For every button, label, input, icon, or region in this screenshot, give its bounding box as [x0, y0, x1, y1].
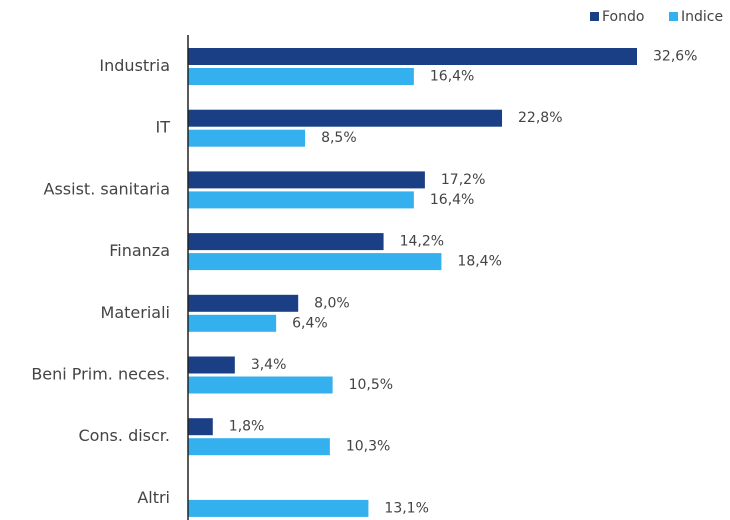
value-label: 13,1%: [384, 500, 428, 516]
bar: [188, 438, 330, 456]
value-label: 8,5%: [321, 130, 357, 146]
value-label: 10,5%: [349, 377, 393, 393]
bar: [188, 253, 442, 271]
legend-swatch: [590, 12, 599, 21]
category-label: Cons. discr.: [78, 426, 170, 445]
legend-label: Indice: [681, 9, 723, 25]
value-label: 22,8%: [518, 110, 562, 126]
bar: [188, 314, 277, 332]
bar: [188, 48, 637, 65]
value-label: 8,0%: [314, 295, 350, 311]
value-label: 3,4%: [251, 357, 287, 373]
value-label: 16,4%: [430, 192, 474, 208]
value-label: 14,2%: [400, 234, 444, 250]
category-label: IT: [156, 118, 171, 137]
bar: [188, 129, 306, 147]
bar: [188, 68, 414, 85]
value-label: 32,6%: [653, 49, 697, 65]
value-label: 6,4%: [292, 315, 328, 331]
value-label: 16,4%: [430, 69, 474, 85]
category-label: Materiali: [101, 303, 170, 322]
bar: [188, 376, 333, 394]
legend-label: Fondo: [602, 9, 644, 25]
category-label: Beni Prim. neces.: [31, 365, 170, 384]
legend-swatch: [669, 12, 678, 21]
category-label: Finanza: [109, 241, 170, 260]
category-label: Industria: [99, 56, 170, 75]
value-label: 18,4%: [457, 254, 501, 270]
category-label: Assist. sanitaria: [44, 179, 170, 198]
bar: [188, 109, 503, 127]
bar: [188, 233, 384, 251]
bar: [188, 499, 369, 517]
bar: [188, 294, 299, 312]
value-label: 10,3%: [346, 439, 390, 455]
value-label: 17,2%: [441, 172, 485, 188]
bar: [188, 171, 425, 189]
bar: [188, 356, 235, 374]
value-label: 1,8%: [229, 419, 265, 435]
bar: [188, 418, 213, 436]
bar: [188, 191, 414, 209]
category-label: Altri: [137, 488, 170, 507]
